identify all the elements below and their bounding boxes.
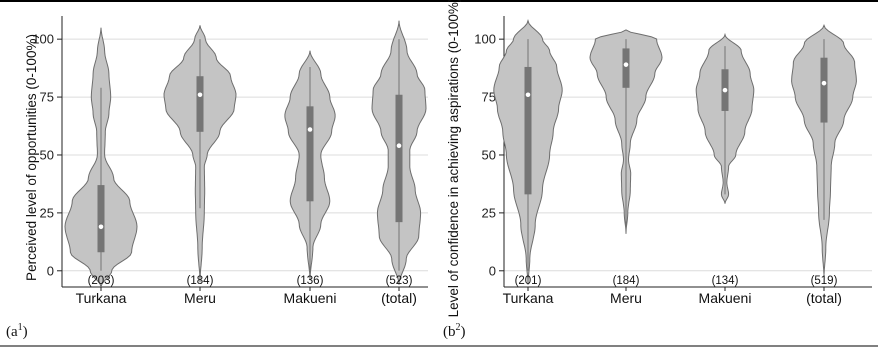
iqr-box [820, 57, 828, 123]
x-tick-label: Meru [610, 290, 642, 306]
y-tick-label: 0 [47, 263, 54, 278]
median-marker [722, 87, 728, 93]
count-label: (523) [386, 275, 413, 287]
iqr-box [524, 66, 532, 195]
count-label: (136) [297, 275, 324, 287]
y-tick-label: 0 [489, 263, 496, 278]
x-tick-label: Meru [184, 290, 216, 306]
median-marker [623, 62, 629, 67]
x-tick-label: Turkana [503, 290, 554, 306]
x-tick-label: Makueni [284, 290, 337, 306]
median-marker [821, 80, 827, 86]
y-tick-label: 100 [474, 32, 496, 47]
count-label: (184) [187, 275, 214, 287]
count-label: (184) [613, 275, 640, 287]
y-axis-label: Level of confidence in achieving aspirat… [446, 0, 461, 317]
median-marker [98, 224, 104, 230]
count-label: (203) [88, 275, 115, 287]
panel-a-label: (a1) [6, 322, 28, 340]
panel-b-label: (b2) [443, 322, 466, 340]
count-label: (134) [712, 275, 739, 287]
y-tick-label: 75 [40, 90, 54, 105]
iqr-box [622, 48, 630, 88]
median-marker [525, 92, 531, 98]
iqr-box [196, 76, 204, 132]
y-tick-label: 75 [482, 90, 496, 105]
median-marker [396, 143, 402, 149]
iqr-box [97, 185, 105, 253]
iqr-box [306, 106, 314, 202]
y-tick-label: 50 [482, 147, 496, 162]
count-label: (519) [811, 275, 838, 287]
y-axis-label: Perceived level of opportunities (0-100%… [24, 34, 39, 281]
chart-b: 0 25 50 75 100 Level of confidence in achievi… [446, 0, 872, 317]
y-tick-label: 100 [32, 32, 54, 47]
x-tick-label: (total) [806, 290, 842, 306]
x-tick-label: (total) [381, 290, 417, 306]
x-tick-label: Turkana [76, 290, 127, 306]
y-tick-label: 25 [482, 205, 496, 220]
y-tick-label: 50 [40, 147, 54, 162]
iqr-box [395, 94, 403, 223]
count-label: (201) [515, 275, 542, 287]
median-marker [307, 127, 313, 132]
x-tick-label: Makueni [699, 290, 752, 306]
median-marker [197, 92, 203, 98]
y-tick-label: 25 [40, 205, 54, 220]
